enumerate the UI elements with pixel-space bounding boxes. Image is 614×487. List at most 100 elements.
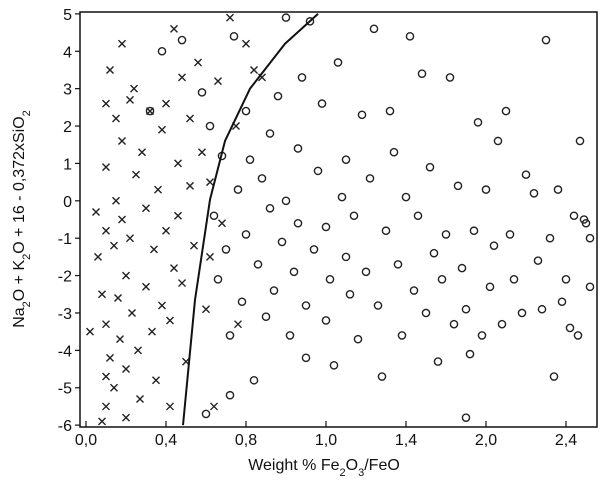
circle-point [545, 233, 555, 243]
circle-point [573, 331, 583, 340]
circle-point [241, 230, 251, 239]
x-point [174, 211, 182, 220]
circle-point [261, 312, 271, 322]
x-point [110, 241, 118, 250]
x-stroke [250, 65, 258, 74]
x-stroke [186, 181, 194, 190]
circle-point [497, 319, 507, 329]
circle-point [265, 203, 275, 213]
x-stroke [154, 185, 162, 194]
x-point [206, 178, 214, 187]
x-point [102, 163, 110, 172]
x-stroke [86, 327, 94, 336]
circle-point [281, 13, 291, 22]
x-tick-label: 1,0 [315, 432, 337, 449]
circle-point [557, 297, 567, 307]
circle-point [245, 155, 255, 164]
circle-point [505, 230, 515, 239]
x-stroke [132, 170, 140, 179]
circle-point [317, 99, 327, 108]
x-stroke [112, 196, 120, 205]
x-stroke [126, 234, 134, 243]
y-tick-label: 3 [63, 82, 72, 99]
x-stroke [106, 353, 114, 362]
x-point [170, 264, 178, 273]
circle-point [349, 211, 359, 221]
circle-point [549, 372, 559, 381]
x-point [130, 84, 138, 93]
x-point [98, 290, 106, 299]
circle-point [561, 275, 571, 284]
x-stroke [122, 365, 130, 374]
y-tick-label: 0 [63, 194, 72, 211]
circle-point [565, 323, 575, 333]
circle-point [401, 192, 411, 202]
circle-point [413, 211, 423, 221]
x-stroke [110, 383, 118, 392]
x-point [218, 219, 226, 228]
x-point [210, 402, 218, 411]
circle-point [585, 282, 595, 292]
x-stroke [202, 305, 210, 314]
circle-point [457, 263, 467, 273]
circle-point [341, 155, 351, 164]
x-point [122, 413, 130, 422]
x-point [250, 65, 258, 74]
x-point [116, 335, 124, 344]
x-point [142, 204, 150, 213]
x-stroke [142, 282, 150, 291]
circle-point [377, 372, 387, 381]
x-point [178, 279, 186, 288]
x-point [186, 114, 194, 123]
x-stroke [112, 114, 120, 123]
x-stroke [206, 252, 214, 261]
circle-point [369, 24, 379, 34]
circle-point [425, 162, 435, 172]
x-point [194, 58, 202, 67]
circle-point [373, 301, 383, 310]
circle-point [281, 196, 291, 206]
x-point [118, 136, 126, 145]
x-stroke [94, 252, 102, 261]
x-stroke [158, 301, 166, 310]
x-stroke [136, 394, 144, 403]
x-stroke [226, 13, 234, 22]
y-axis-label: Na2O + K2O + 16 - 0,372xSiO2 [11, 110, 33, 328]
circle-point [529, 189, 539, 198]
circle-point [289, 267, 299, 277]
x-point [92, 208, 100, 217]
x-point [158, 301, 166, 310]
circle-point [277, 237, 287, 247]
x-stroke [166, 402, 174, 411]
circle-point [201, 409, 211, 419]
circle-point [429, 248, 439, 258]
x-stroke [102, 402, 110, 411]
x-stroke [242, 39, 250, 48]
circle-point [469, 226, 479, 236]
circle-point [409, 286, 419, 295]
x-point [102, 99, 110, 108]
circle-point [273, 91, 283, 101]
x-stroke [218, 219, 226, 228]
x-point [114, 294, 122, 303]
circle-point [301, 353, 311, 363]
x-point [166, 402, 174, 411]
circle-point [345, 289, 355, 299]
y-tick-label: -2 [58, 269, 72, 286]
x-stroke [162, 226, 170, 235]
plot-frame [79, 11, 598, 428]
x-stroke [102, 163, 110, 172]
circle-point [253, 260, 263, 269]
x-stroke [102, 372, 110, 381]
circle-point [353, 334, 363, 344]
circle-point [221, 245, 231, 254]
x-stroke [150, 245, 158, 254]
boundary-curve [182, 13, 319, 426]
circle-point [205, 121, 215, 131]
circle-point [501, 106, 511, 116]
x-stroke [234, 320, 242, 329]
x-stroke [148, 327, 156, 336]
x-point [128, 308, 136, 317]
circle-point [361, 267, 371, 277]
x-stroke [92, 208, 100, 217]
